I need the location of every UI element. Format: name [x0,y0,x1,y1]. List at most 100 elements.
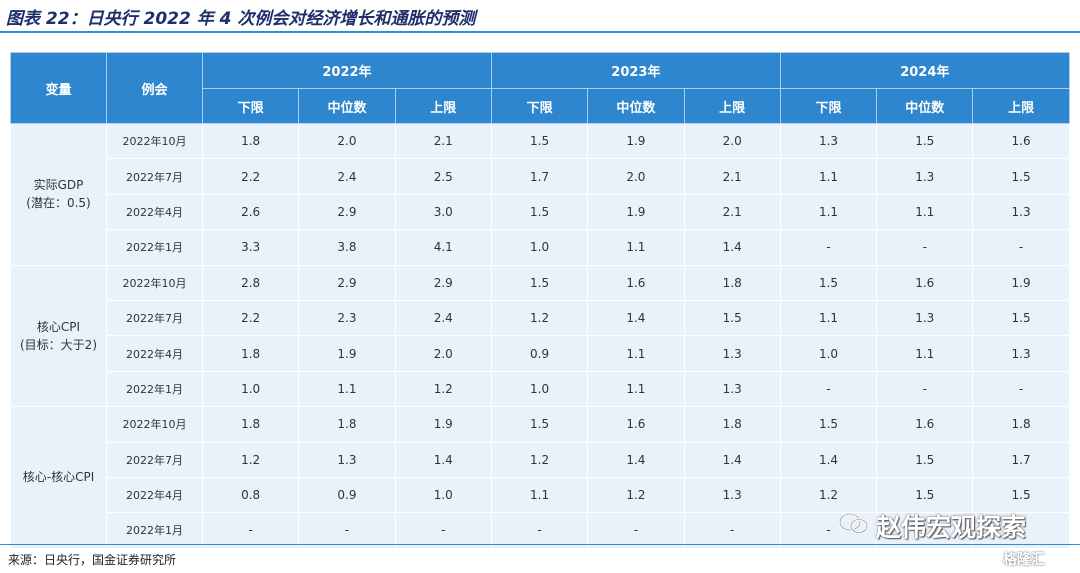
value-cell: 1.6 [587,264,685,301]
table-row: 核心CPI (目标：大于2) 2022年10月 2.8 2.9 2.9 1.5 1.6 1.8 1… [10,264,1070,408]
value-cell: 1.5 [779,264,878,301]
value-cell: 1.8 [201,406,300,443]
value-cell: 1.5 [972,476,1070,514]
meeting-date: 2022年4月 [106,193,203,231]
value-cell: - [298,512,396,549]
value-cell: 1.1 [779,158,878,195]
header-sub-8: 上限 [972,88,1070,124]
value-cell: 2.5 [394,158,492,195]
value-cell: 1.6 [972,122,1070,160]
table-row: 2022年7月 1.2 1.3 1.4 1.2 1.4 1.4 1.4 1.5 1.7 [11,441,1070,478]
forecast-table: 变量 例会 2022年 2023年 2024年 下限 中位数 上限 下限 中位数 上限 下限… [10,52,1070,549]
value-cell: - [876,229,974,266]
value-cell: 2.9 [298,193,396,231]
value-cell: 1.5 [490,122,589,160]
value-cell: 1.0 [490,229,589,266]
header-sub-1: 中位数 [298,88,396,124]
value-cell: 3.3 [201,229,300,266]
value-cell: 1.0 [490,370,589,408]
table-row: 2022年1月 - - - - - - - - - [11,512,1070,549]
value-cell: 1.2 [394,370,492,408]
header-variable: 变量 [10,52,107,124]
value-cell: 0.8 [201,476,300,514]
value-cell: 2.6 [201,193,300,231]
value-cell: 1.5 [972,299,1070,337]
value-cell: 1.4 [683,441,781,478]
table-row: 实际GDP (潜在：0.5) 2022年10月 1.8 2.0 2.1 1.5 1.9 2.0 1… [10,122,1070,266]
header-sub-2: 上限 [394,88,492,124]
meeting-date: 2022年1月 [106,512,203,549]
source-note: 来源：日央行，国金证券研究所 [8,553,177,567]
value-cell: 1.7 [972,441,1070,478]
value-cell: 1.6 [876,264,974,301]
value-cell: 2.0 [298,122,396,160]
value-cell: 0.9 [298,476,396,514]
value-cell: 2.4 [394,299,492,337]
wechat-icon [838,512,869,534]
value-cell: 1.2 [490,299,589,337]
value-cell: 1.9 [298,335,396,372]
value-cell: 1.1 [490,476,589,514]
meeting-date: 2022年4月 [106,476,203,514]
value-cell: 1.5 [972,158,1070,195]
value-cell: 1.5 [490,264,589,301]
value-cell: 1.6 [876,406,974,443]
footer-divider [0,544,1080,545]
value-cell: 1.8 [683,264,781,301]
value-cell: 1.1 [587,335,685,372]
variable-cell: 核心CPI (目标：大于2) [10,264,107,408]
value-cell: 1.3 [972,335,1070,372]
value-cell: 1.8 [972,406,1070,443]
value-cell: 2.0 [394,335,492,372]
value-cell: 2.2 [201,158,300,195]
value-cell: - [394,512,492,549]
meeting-date: 2022年4月 [106,335,203,372]
meeting-date: 2022年7月 [106,441,203,478]
value-cell: 1.3 [683,476,781,514]
value-cell: 2.1 [394,122,492,160]
variable-name: 核心CPI [36,319,81,334]
value-cell: 1.5 [683,299,781,337]
value-cell: 1.4 [587,299,685,337]
variable-note: (潜在：0.5) [26,196,91,211]
table-row: 2022年4月 0.8 0.9 1.0 1.1 1.2 1.3 1.2 1.5 1.5 [11,476,1070,514]
meeting-date: 2022年10月 [106,122,203,160]
meeting-date: 2022年1月 [106,229,203,266]
value-cell: 2.9 [394,264,492,301]
meeting-date: 2022年1月 [106,370,203,408]
meeting-date: 2022年7月 [106,158,203,195]
value-cell: 1.9 [587,122,685,160]
value-cell: 1.7 [490,158,589,195]
table-row: 核心-核心CPI 2022年10月 1.8 1.8 1.9 1.5 1.6 1.8 1.5 1.6… [10,406,1070,549]
header-year-2022: 2022年 [202,52,492,89]
value-cell: 3.8 [298,229,396,266]
value-cell: 1.3 [876,158,974,195]
variable-cell: 核心-核心CPI [10,406,107,549]
watermark-text: 赵伟宏观探索 [876,513,1027,542]
table-row: 2022年7月 2.2 2.3 2.4 1.2 1.4 1.5 1.1 1.3 1.5 [11,299,1070,337]
value-cell: 1.3 [683,370,781,408]
value-cell: 1.9 [394,406,492,443]
value-cell: 1.3 [683,335,781,372]
value-cell: 1.6 [587,406,685,443]
value-cell: 1.2 [201,441,300,478]
title-divider [0,31,1080,33]
value-cell: 1.5 [779,406,878,443]
value-cell: - [490,512,589,549]
value-cell: 1.1 [587,229,685,266]
value-cell: 1.3 [972,193,1070,231]
value-cell: 4.1 [394,229,492,266]
value-cell: 1.1 [779,193,878,231]
value-cell: 0.9 [490,335,589,372]
header-year-2024: 2024年 [779,52,1070,89]
value-cell: 1.5 [490,406,589,443]
value-cell: - [587,512,685,549]
value-cell: 2.9 [298,264,396,301]
value-cell: - [972,229,1070,266]
table-row: 2022年4月 2.6 2.9 3.0 1.5 1.9 2.1 1.1 1.1 1.3 [11,193,1070,231]
value-cell: 3.0 [394,193,492,231]
value-cell: 2.8 [201,264,300,301]
value-cell: - [876,512,974,549]
header-sub-7: 中位数 [876,88,974,124]
value-cell: 1.0 [394,476,492,514]
